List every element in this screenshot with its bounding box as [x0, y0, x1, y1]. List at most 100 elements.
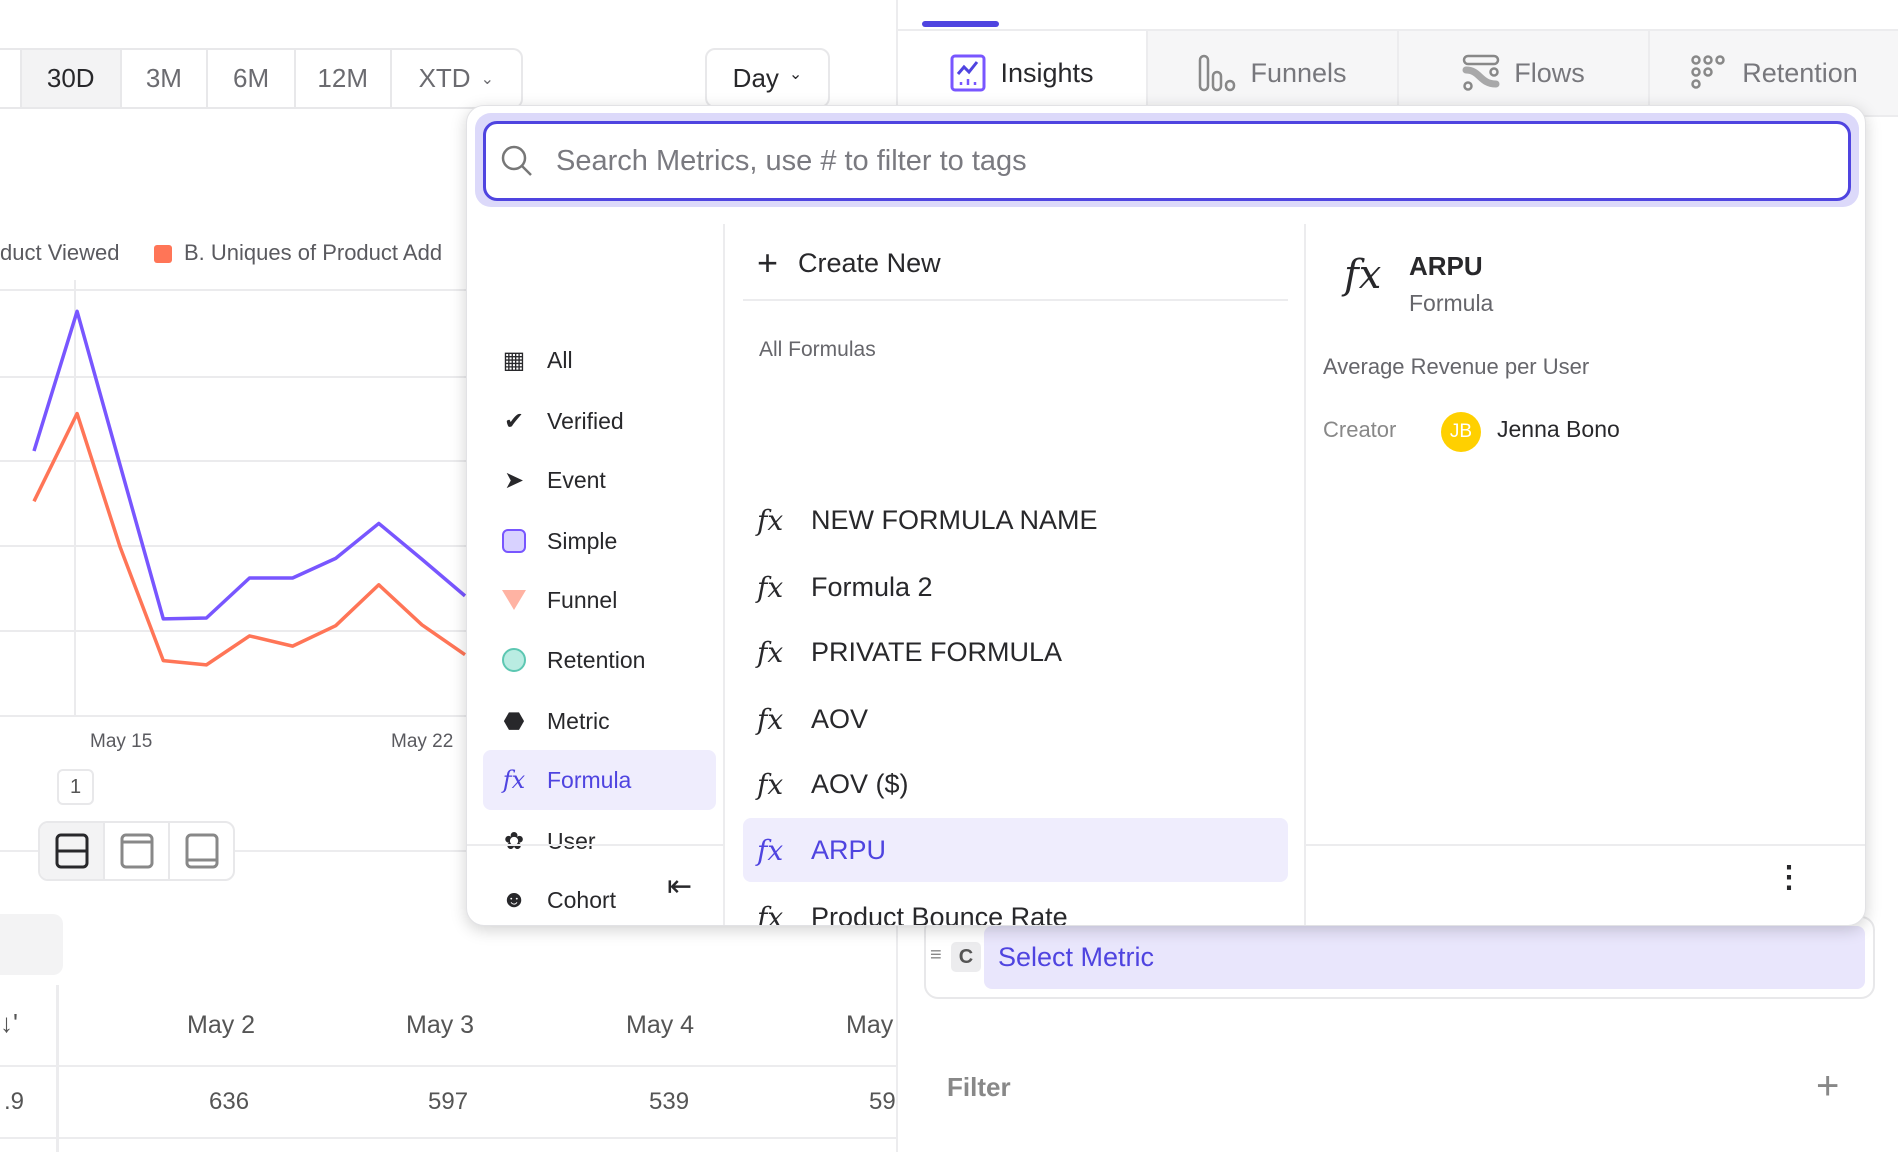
tab-retention[interactable]: Retention — [1650, 31, 1898, 115]
category-label: Verified — [547, 407, 624, 434]
formula-icon: fx — [757, 503, 784, 537]
formula-item[interactable]: fx Product Bounce Rate — [743, 885, 1288, 926]
detail-description: Average Revenue per User — [1323, 354, 1590, 379]
legend-label: duct Viewed — [0, 240, 120, 265]
range-12m-button[interactable]: 12M — [296, 50, 392, 107]
flows-icon — [1462, 54, 1500, 91]
legend-item-b[interactable]: B. Uniques of Product Add — [184, 240, 442, 266]
category-item-user[interactable]: ✿ User — [483, 811, 716, 871]
divider — [1306, 844, 1865, 846]
category-item-metric[interactable]: ⬣ Metric — [483, 691, 716, 751]
column-header[interactable]: May 2 — [187, 1011, 256, 1039]
create-new-label: Create New — [798, 247, 941, 278]
formula-icon: fx — [757, 702, 784, 736]
section-title: All Formulas — [759, 338, 876, 361]
tab-insights[interactable]: Insights — [898, 31, 1148, 115]
range-6m-button[interactable]: 6M — [208, 50, 296, 107]
table-cell: 636 — [209, 1088, 250, 1115]
tab-label: Funnels — [1250, 57, 1347, 88]
table-toolbar-chip[interactable] — [0, 914, 63, 975]
report-type-tabs: Insights Funnels Flows Retention — [898, 29, 1898, 117]
user-flower-icon: ✿ — [503, 827, 525, 855]
range-30d-button[interactable]: 30D — [21, 50, 122, 107]
interval-label: Day — [732, 62, 779, 93]
create-new-button[interactable]: + Create New — [757, 242, 941, 284]
split-layout-icon — [55, 833, 88, 869]
formula-item[interactable]: fx AOV ($) — [743, 752, 1288, 816]
layout-split-button[interactable] — [40, 823, 105, 879]
formula-label: PRIVATE FORMULA — [811, 636, 1063, 667]
view-layout-toggle — [38, 821, 235, 881]
cohort-icon: ☻ — [501, 886, 527, 913]
category-item-funnel[interactable]: Funnel — [483, 570, 716, 630]
insights-icon — [950, 54, 986, 92]
category-label: Event — [547, 466, 606, 493]
drag-handle-icon[interactable]: ≡ — [930, 944, 942, 966]
series-line-a — [32, 309, 467, 621]
metric-detail-panel: fx ARPU Formula Average Revenue per User… — [1306, 224, 1865, 925]
formula-label: Formula 2 — [811, 571, 933, 602]
column-header[interactable]: May 3 — [406, 1011, 475, 1039]
formula-item[interactable]: fx NEW FORMULA NAME — [743, 488, 1288, 552]
table-cell: .9 — [4, 1088, 25, 1115]
legend-label: B. Uniques of Product Add — [184, 240, 443, 265]
range-3m-button[interactable]: 3M — [122, 50, 209, 107]
grid-icon: ▦ — [502, 346, 526, 374]
collapse-sidebar-icon[interactable]: ⇤ — [667, 870, 693, 903]
category-item-all[interactable]: ▦ All — [483, 330, 716, 390]
layout-table-button[interactable] — [170, 823, 233, 879]
formula-list: + Create New All Formulas fx NEW FORMULA N… — [725, 224, 1306, 926]
category-item-verified[interactable]: ✔ Verified — [483, 391, 716, 451]
category-item-formula[interactable]: fx Formula — [483, 750, 716, 810]
retention-icon — [1691, 55, 1725, 89]
tab-funnels[interactable]: Funnels — [1148, 31, 1399, 115]
table-column-divider — [56, 985, 59, 1152]
formula-item[interactable]: fx PRIVATE FORMULA — [743, 620, 1288, 684]
simple-metric-icon — [497, 529, 531, 553]
metric-hexagon-icon: ⬣ — [503, 707, 525, 735]
bottom-layout-icon — [185, 833, 218, 869]
category-item-event[interactable]: ➤ Event — [483, 450, 716, 510]
tab-flows[interactable]: Flows — [1399, 31, 1650, 115]
search-input[interactable] — [556, 144, 1756, 178]
formula-label: ARPU — [811, 834, 887, 865]
column-header[interactable]: May — [846, 1011, 894, 1039]
page-number[interactable]: 1 — [57, 769, 94, 805]
table-cell: 539 — [649, 1088, 690, 1115]
line-chart — [0, 280, 470, 717]
category-item-cohort[interactable]: ☻ Cohort — [483, 870, 716, 925]
category-item-retention[interactable]: Retention — [483, 630, 716, 690]
category-label: Metric — [547, 707, 610, 734]
formula-item[interactable]: fx Formula 2 — [743, 555, 1288, 619]
cursor-click-icon: ➤ — [503, 466, 525, 494]
range-xtd-button[interactable]: XTD ⌄ — [392, 50, 522, 107]
interval-dropdown[interactable]: Day ⌄ — [705, 48, 830, 108]
category-item-simple[interactable]: Simple — [483, 511, 716, 571]
tab-label: Insights — [1000, 57, 1094, 88]
more-options-icon[interactable]: ⋮ — [1774, 861, 1804, 894]
metric-picker-dropdown: ▦ All ✔ Verified ➤ Event Simple Funnel Retention… — [466, 105, 1866, 926]
funnel-metric-icon — [497, 590, 531, 610]
chevron-down-icon: ⌄ — [480, 70, 494, 88]
search-field[interactable] — [483, 121, 1851, 201]
top-layout-icon — [120, 833, 153, 869]
column-header[interactable]: May 4 — [626, 1011, 695, 1039]
retention-metric-icon — [497, 648, 531, 672]
category-label: Cohort — [547, 886, 617, 913]
filter-label: Filter — [947, 1072, 1011, 1102]
category-label: Funnel — [547, 586, 618, 613]
layout-chart-button[interactable] — [105, 823, 170, 879]
formula-label: Product Bounce Rate — [811, 901, 1068, 926]
formula-item[interactable]: fx ARPU — [743, 818, 1288, 882]
category-label: Simple — [547, 527, 618, 554]
add-filter-button[interactable]: + — [1816, 1064, 1840, 1108]
category-list: ▦ All ✔ Verified ➤ Event Simple Funnel Retention… — [467, 224, 725, 925]
divider — [235, 850, 475, 852]
legend-swatch-b — [154, 245, 172, 263]
sort-icon[interactable]: ↓' — [0, 1008, 18, 1038]
legend-item-a[interactable]: duct Viewed — [0, 240, 119, 266]
select-metric-button[interactable]: Select Metric — [984, 926, 1865, 989]
table-row-divider — [0, 1137, 896, 1139]
formula-icon: fx — [1344, 252, 1382, 298]
formula-item[interactable]: fx AOV — [743, 687, 1288, 751]
